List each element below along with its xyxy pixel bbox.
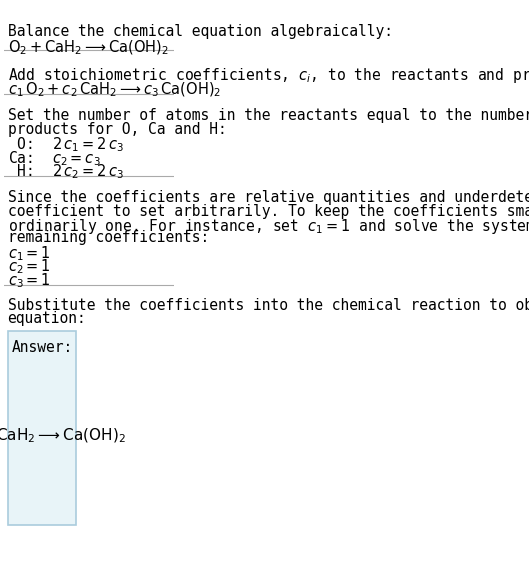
Text: products for O, Ca and H:: products for O, Ca and H: <box>7 122 226 137</box>
Text: $\mathrm{O_2 + CaH_2 \longrightarrow Ca(OH)_2}$: $\mathrm{O_2 + CaH_2 \longrightarrow Ca(… <box>7 39 169 58</box>
Text: $\mathrm{O_2 + CaH_2 \longrightarrow Ca(OH)_2}$: $\mathrm{O_2 + CaH_2 \longrightarrow Ca(… <box>0 427 125 445</box>
Text: equation:: equation: <box>7 312 86 326</box>
Text: Set the number of atoms in the reactants equal to the number of atoms in the: Set the number of atoms in the reactants… <box>7 109 529 123</box>
Text: Balance the chemical equation algebraically:: Balance the chemical equation algebraica… <box>7 25 393 39</box>
Text: Ca:  $c_2 = c_3$: Ca: $c_2 = c_3$ <box>7 149 100 167</box>
FancyBboxPatch shape <box>7 331 76 525</box>
Text: Substitute the coefficients into the chemical reaction to obtain the balanced: Substitute the coefficients into the che… <box>7 298 529 313</box>
Text: Answer:: Answer: <box>12 340 73 355</box>
Text: $c_1\,\mathrm{O_2} + c_2\,\mathrm{CaH_2} \longrightarrow c_3\,\mathrm{Ca(OH)_2}$: $c_1\,\mathrm{O_2} + c_2\,\mathrm{CaH_2}… <box>7 80 221 99</box>
Text: remaining coefficients:: remaining coefficients: <box>7 231 209 245</box>
Text: ordinarily one. For instance, set $c_1 = 1$ and solve the system of equations fo: ordinarily one. For instance, set $c_1 =… <box>7 217 529 236</box>
Text: coefficient to set arbitrarily. To keep the coefficients small, the arbitrary va: coefficient to set arbitrarily. To keep … <box>7 204 529 219</box>
Text: Add stoichiometric coefficients, $c_i$, to the reactants and products:: Add stoichiometric coefficients, $c_i$, … <box>7 66 529 85</box>
Text: $c_1 = 1$: $c_1 = 1$ <box>7 244 50 263</box>
Text: $c_3 = 1$: $c_3 = 1$ <box>7 271 50 289</box>
Text: $c_2 = 1$: $c_2 = 1$ <box>7 258 50 276</box>
Text: Since the coefficients are relative quantities and underdetermined, choose a: Since the coefficients are relative quan… <box>7 191 529 205</box>
Text: H:  $2\,c_2 = 2\,c_3$: H: $2\,c_2 = 2\,c_3$ <box>7 162 124 181</box>
Text: O:  $2\,c_1 = 2\,c_3$: O: $2\,c_1 = 2\,c_3$ <box>7 136 124 154</box>
